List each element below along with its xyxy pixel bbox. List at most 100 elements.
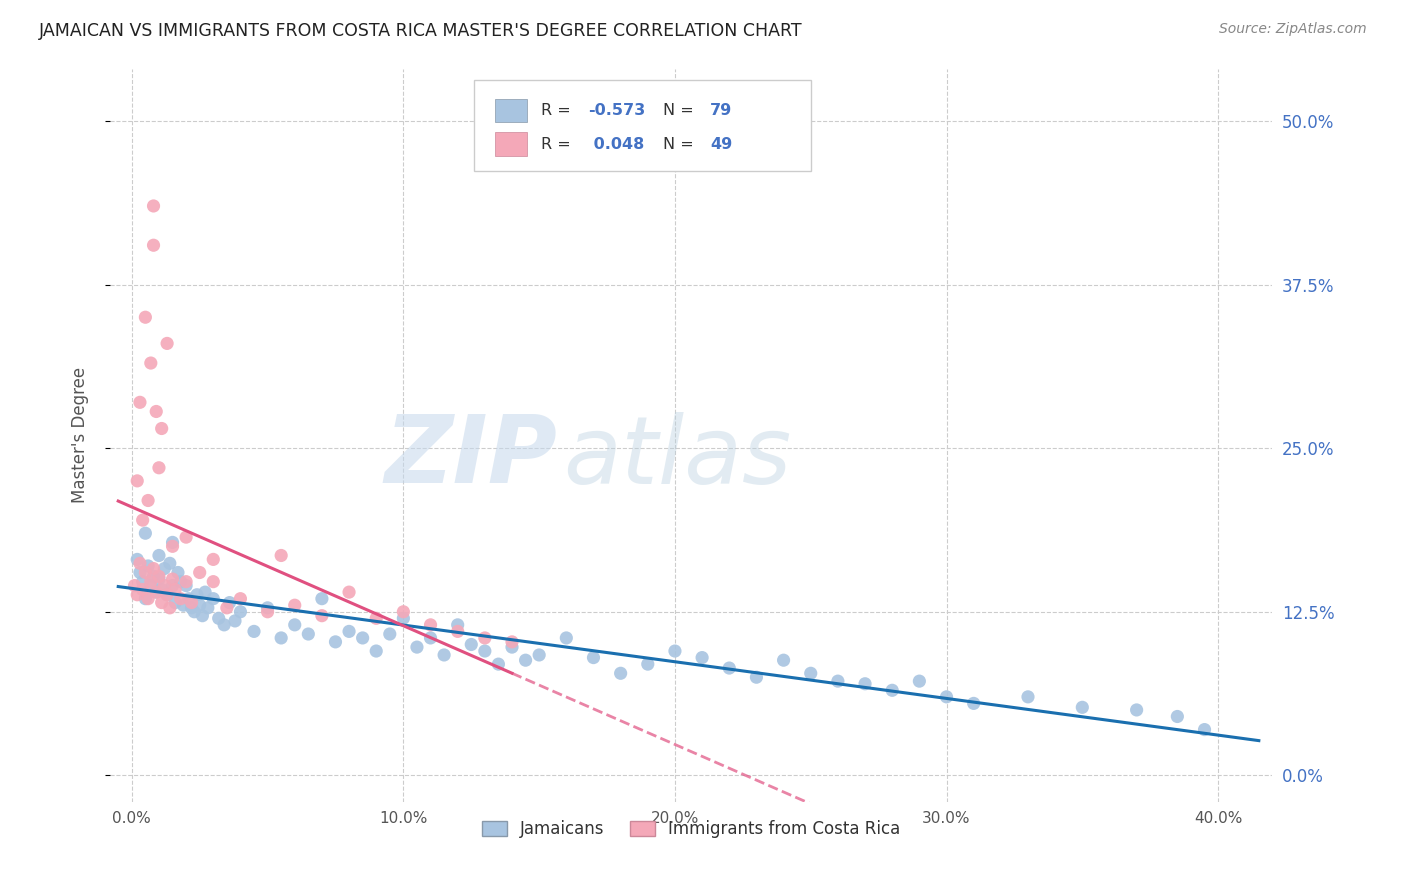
Point: [229, 605, 252, 619]
Point: [690, 650, 713, 665]
Point: [142, 199, 165, 213]
Point: [352, 631, 374, 645]
Point: [501, 640, 523, 654]
Point: [582, 650, 605, 665]
Point: [167, 566, 190, 580]
Point: [419, 618, 441, 632]
Point: [148, 549, 170, 563]
Point: [127, 588, 149, 602]
Point: [853, 677, 876, 691]
Point: [392, 605, 415, 619]
Point: [718, 661, 741, 675]
Point: [139, 578, 162, 592]
Point: [284, 618, 307, 632]
Point: [165, 596, 187, 610]
Text: atlas: atlas: [564, 411, 792, 502]
Point: [1166, 709, 1188, 723]
Point: [156, 588, 179, 602]
Point: [139, 574, 162, 589]
Text: 79: 79: [710, 103, 733, 118]
Point: [174, 530, 197, 544]
Point: [142, 561, 165, 575]
Point: [150, 596, 173, 610]
Point: [256, 600, 278, 615]
Point: [378, 627, 401, 641]
Point: [131, 582, 153, 597]
Point: [145, 404, 167, 418]
Point: [243, 624, 266, 639]
Point: [882, 683, 904, 698]
Point: [142, 238, 165, 252]
Point: [311, 591, 333, 606]
Point: [186, 588, 208, 602]
Point: [212, 618, 235, 632]
Point: [153, 561, 176, 575]
Point: [156, 588, 179, 602]
Point: [202, 574, 225, 589]
Point: [162, 535, 184, 549]
Point: [188, 566, 211, 580]
Point: [162, 578, 184, 592]
Point: [162, 539, 184, 553]
Point: [127, 552, 149, 566]
Point: [134, 566, 156, 580]
Point: [1071, 700, 1094, 714]
FancyBboxPatch shape: [495, 99, 527, 122]
Point: [165, 582, 187, 597]
Point: [172, 598, 194, 612]
Point: [188, 598, 211, 612]
Point: [366, 611, 388, 625]
Point: [145, 585, 167, 599]
Point: [142, 569, 165, 583]
Point: [366, 644, 388, 658]
Point: [745, 670, 768, 684]
Point: [284, 598, 307, 612]
Point: [197, 600, 219, 615]
Point: [447, 624, 470, 639]
Point: [129, 566, 152, 580]
Point: [800, 666, 823, 681]
Point: [501, 635, 523, 649]
Point: [145, 585, 167, 599]
Point: [208, 611, 231, 625]
Point: [148, 460, 170, 475]
Text: R =: R =: [541, 136, 576, 152]
Text: ZIP: ZIP: [385, 411, 558, 503]
Point: [162, 572, 184, 586]
Point: [129, 395, 152, 409]
Legend: Jamaicans, Immigrants from Costa Rica: Jamaicans, Immigrants from Costa Rica: [475, 814, 907, 845]
Text: JAMAICAN VS IMMIGRANTS FROM COSTA RICA MASTER'S DEGREE CORRELATION CHART: JAMAICAN VS IMMIGRANTS FROM COSTA RICA M…: [39, 22, 803, 40]
Point: [637, 657, 659, 672]
Point: [134, 310, 156, 325]
Point: [150, 582, 173, 597]
Point: [337, 585, 360, 599]
Point: [827, 674, 849, 689]
Point: [486, 657, 509, 672]
FancyBboxPatch shape: [474, 79, 811, 171]
Text: 49: 49: [710, 136, 733, 152]
Point: [664, 644, 686, 658]
Point: [433, 648, 456, 662]
Point: [180, 596, 202, 610]
Point: [460, 638, 482, 652]
Point: [159, 600, 181, 615]
Point: [419, 631, 441, 645]
Text: 0.048: 0.048: [588, 136, 644, 152]
Point: [527, 648, 550, 662]
Point: [136, 493, 159, 508]
Point: [229, 591, 252, 606]
Point: [202, 591, 225, 606]
Point: [908, 674, 931, 689]
Point: [148, 572, 170, 586]
Point: [256, 605, 278, 619]
Point: [170, 591, 193, 606]
Point: [150, 421, 173, 435]
FancyBboxPatch shape: [495, 132, 527, 156]
Point: [1017, 690, 1039, 704]
Point: [156, 336, 179, 351]
Text: -0.573: -0.573: [588, 103, 645, 118]
Point: [297, 627, 319, 641]
Point: [224, 614, 246, 628]
Point: [392, 611, 415, 625]
Point: [772, 653, 794, 667]
